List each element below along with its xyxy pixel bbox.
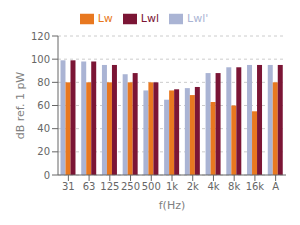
html-text:Lw: Lw: [97, 12, 113, 25]
svg-text:31: 31: [62, 181, 75, 192]
html-text:Lwl: Lwl: [140, 12, 159, 25]
svg-text:dB ref. 1 pW: dB ref. 1 pW: [14, 72, 27, 140]
svg-text:20: 20: [37, 146, 50, 157]
svg-text:500: 500: [142, 181, 161, 192]
svg-text:63: 63: [83, 181, 96, 192]
svg-text:8k: 8k: [228, 181, 240, 192]
svg-text:100: 100: [31, 54, 50, 65]
svg-text:0: 0: [44, 170, 50, 181]
svg-text:250: 250: [121, 181, 140, 192]
svg-text:4k: 4k: [207, 181, 219, 192]
svg-text:2k: 2k: [187, 181, 199, 192]
svg-text:16k: 16k: [246, 181, 265, 192]
svg-text:80: 80: [37, 77, 50, 88]
html-text:Lwl': Lwl': [187, 12, 209, 25]
svg-text:40: 40: [37, 123, 50, 134]
svg-text:1k: 1k: [166, 181, 178, 192]
svg-text:60: 60: [37, 100, 50, 111]
svg-text:120: 120: [31, 31, 50, 42]
svg-text:f(Hz): f(Hz): [159, 199, 186, 212]
svg-text:A: A: [272, 181, 279, 192]
svg-text:125: 125: [100, 181, 119, 192]
